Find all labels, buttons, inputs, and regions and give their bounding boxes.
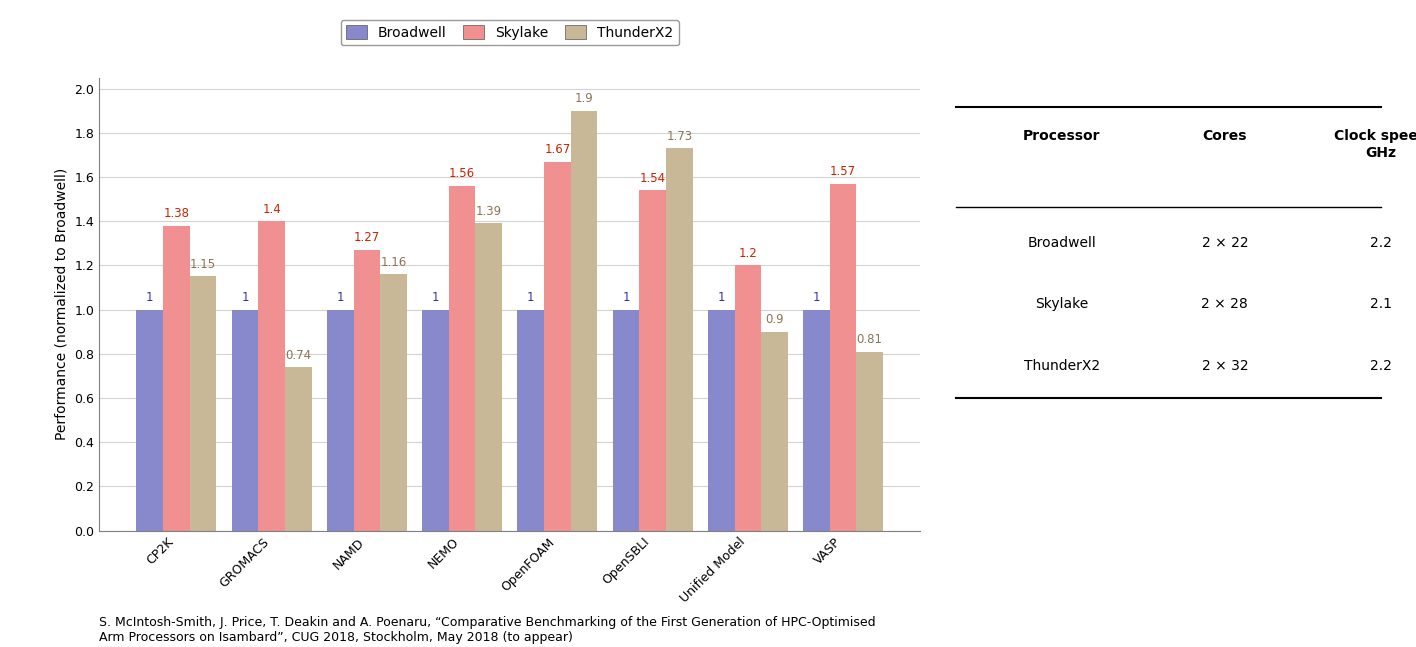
Bar: [613, 310, 639, 531]
Bar: [327, 310, 354, 531]
Text: 2 × 32: 2 × 32: [1202, 358, 1247, 373]
Text: 1.2: 1.2: [739, 247, 758, 260]
Text: 1.15: 1.15: [190, 258, 217, 271]
Text: 1: 1: [432, 291, 439, 304]
Bar: [830, 184, 857, 531]
Bar: [571, 111, 598, 531]
Text: 1.39: 1.39: [476, 205, 501, 218]
Text: 1: 1: [337, 291, 344, 304]
Text: 1.73: 1.73: [666, 130, 692, 143]
Bar: [708, 310, 735, 531]
Text: 1.38: 1.38: [163, 207, 190, 220]
Text: 1.67: 1.67: [544, 143, 571, 156]
Text: 1.16: 1.16: [381, 256, 406, 269]
Text: 0.81: 0.81: [857, 333, 882, 346]
Bar: [666, 148, 692, 531]
Text: S. McIntosh-Smith, J. Price, T. Deakin and A. Poenaru, “Comparative Benchmarking: S. McIntosh-Smith, J. Price, T. Deakin a…: [99, 616, 875, 644]
Text: 1.4: 1.4: [262, 203, 280, 215]
Text: 0.9: 0.9: [765, 313, 784, 326]
Text: 1: 1: [146, 291, 153, 304]
Bar: [190, 276, 217, 531]
Text: 1.27: 1.27: [354, 232, 379, 245]
Bar: [857, 351, 884, 531]
Text: Cores: Cores: [1202, 129, 1247, 144]
Text: 1: 1: [718, 291, 725, 304]
Text: 1: 1: [241, 291, 249, 304]
Bar: [258, 221, 285, 531]
Text: 1: 1: [622, 291, 630, 304]
Text: 2.2: 2.2: [1369, 236, 1392, 250]
Text: 1.54: 1.54: [640, 172, 666, 185]
Bar: [354, 250, 381, 531]
Text: 0.74: 0.74: [285, 349, 312, 362]
Bar: [544, 162, 571, 531]
Y-axis label: Performance (normalized to Broadwell): Performance (normalized to Broadwell): [55, 168, 69, 440]
Text: Processor: Processor: [1024, 129, 1100, 144]
Bar: [381, 274, 406, 531]
Bar: [285, 367, 312, 531]
Bar: [639, 190, 666, 531]
Bar: [803, 310, 830, 531]
Text: 1.56: 1.56: [449, 168, 476, 181]
Text: 1.57: 1.57: [830, 165, 857, 178]
Text: 2 × 22: 2 × 22: [1202, 236, 1247, 250]
Text: 2.2: 2.2: [1369, 358, 1392, 373]
Text: Skylake: Skylake: [1035, 297, 1089, 311]
Bar: [422, 310, 449, 531]
Bar: [449, 186, 476, 531]
Bar: [517, 310, 544, 531]
Bar: [163, 226, 190, 531]
Text: 1: 1: [527, 291, 534, 304]
Text: 1: 1: [813, 291, 820, 304]
Text: 2.1: 2.1: [1369, 297, 1392, 311]
Text: 2 × 28: 2 × 28: [1201, 297, 1249, 311]
Bar: [476, 223, 503, 531]
Bar: [232, 310, 258, 531]
Bar: [735, 265, 762, 531]
Text: ThunderX2: ThunderX2: [1024, 358, 1100, 373]
Bar: [136, 310, 163, 531]
Legend: Broadwell, Skylake, ThunderX2: Broadwell, Skylake, ThunderX2: [341, 20, 678, 45]
Text: 1.9: 1.9: [575, 93, 593, 105]
Bar: [762, 332, 787, 531]
Text: Clock speed
GHz: Clock speed GHz: [1334, 129, 1416, 160]
Text: Broadwell: Broadwell: [1028, 236, 1096, 250]
